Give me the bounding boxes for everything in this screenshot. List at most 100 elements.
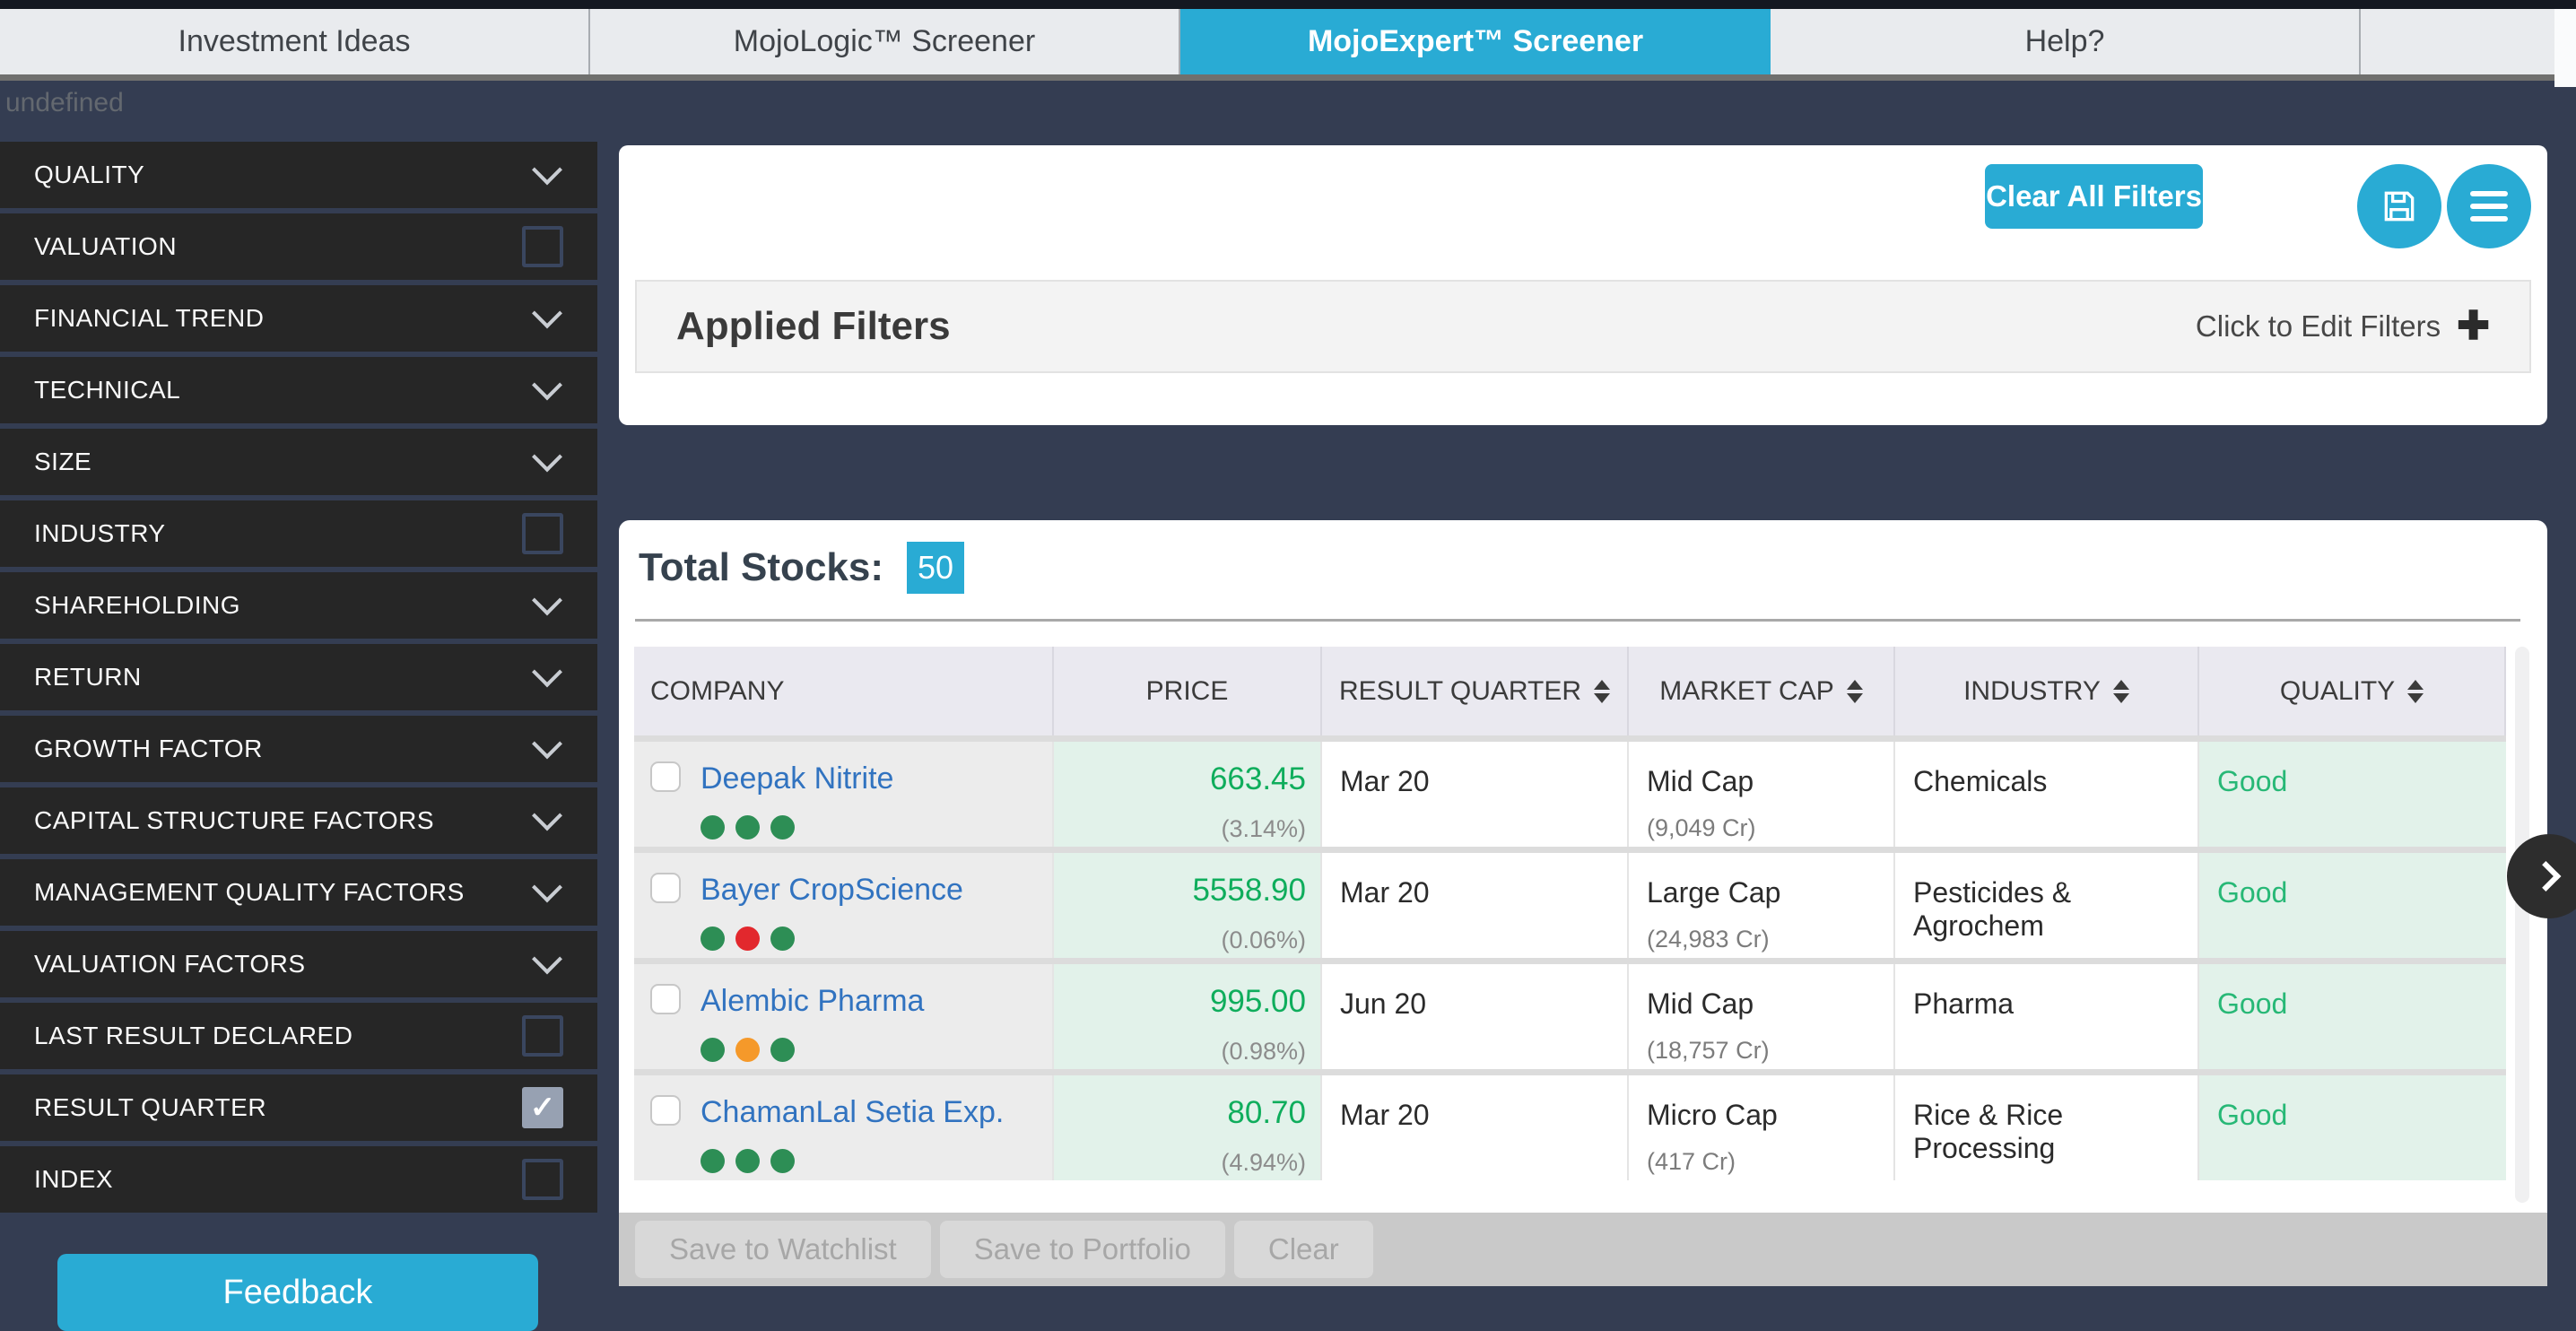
sidebar-item-quality[interactable]: QUALITY ✓: [0, 142, 597, 208]
sidebar-item-index[interactable]: INDEX ✓: [0, 1146, 597, 1213]
chevron-down-icon: [532, 370, 562, 400]
filter-checkbox[interactable]: ✓: [522, 1159, 563, 1200]
filter-checkbox[interactable]: ✓: [522, 1087, 563, 1128]
result-quarter-cell: Mar 20: [1322, 742, 1629, 847]
tab-mojoexpert-screener[interactable]: MojoExpert™ Screener: [1180, 9, 1771, 74]
filter-checkbox[interactable]: ✓: [522, 513, 563, 554]
price-change: (4.94%): [1054, 1149, 1306, 1177]
sort-icon: [1594, 680, 1610, 703]
quality-dots: [701, 1038, 795, 1062]
green-dot: [701, 815, 725, 839]
column-header-market-cap[interactable]: MARKET CAP: [1629, 647, 1895, 735]
row-select-checkbox[interactable]: [650, 1095, 681, 1126]
company-link[interactable]: Deepak Nitrite: [701, 761, 893, 796]
floppy-disk-icon: [2380, 187, 2419, 226]
tab-investment-ideas[interactable]: Investment Ideas: [0, 9, 590, 74]
table-header-row: COMPANY PRICE RESULT QUARTER MARKET CAP …: [634, 647, 2506, 735]
tab-help[interactable]: Help?: [1771, 9, 2361, 74]
table-body: Deepak Nitrite 663.45 (3.14%) Mar 20 Mid…: [634, 735, 2506, 1180]
price-value: 995.00: [1054, 984, 1306, 1020]
result-quarter-cell: Mar 20: [1322, 853, 1629, 958]
sidebar-item-result-quarter[interactable]: RESULT QUARTER ✓: [0, 1074, 597, 1141]
edit-filters-link[interactable]: Click to Edit Filters ✚: [2196, 307, 2490, 346]
green-dot: [701, 1149, 725, 1173]
row-select-checkbox[interactable]: [650, 873, 681, 903]
sidebar-item-label: LAST RESULT DECLARED: [34, 1022, 352, 1050]
market-cap-category: Micro Cap: [1647, 1099, 1893, 1132]
company-link[interactable]: Alembic Pharma: [701, 984, 924, 1019]
menu-button[interactable]: [2447, 164, 2531, 248]
market-cap-category: Mid Cap: [1647, 765, 1893, 798]
nav-right-strip: [2554, 9, 2576, 87]
checkmark-icon: ✓: [530, 1091, 556, 1125]
sidebar-item-label: MANAGEMENT QUALITY FACTORS: [34, 878, 465, 907]
save-screen-button[interactable]: [2357, 164, 2441, 248]
clear-all-filters-button[interactable]: Clear All Filters: [1985, 164, 2203, 229]
chevron-down-icon: [532, 944, 562, 974]
nav-filler: [2361, 9, 2576, 74]
green-dot: [701, 1038, 725, 1062]
price-cell: 663.45 (3.14%): [1054, 742, 1322, 847]
stocks-table: COMPANY PRICE RESULT QUARTER MARKET CAP …: [634, 647, 2506, 1180]
sidebar-item-financial-trend[interactable]: FINANCIAL TREND ✓: [0, 285, 597, 352]
row-select-checkbox[interactable]: [650, 984, 681, 1014]
action-button-save-to-portfolio[interactable]: Save to Portfolio: [940, 1221, 1225, 1278]
total-stocks-count-badge: 50: [907, 542, 964, 594]
sidebar-item-valuation[interactable]: VALUATION ✓: [0, 213, 597, 280]
column-header-price[interactable]: PRICE: [1054, 647, 1322, 735]
action-button-label: Clear: [1268, 1232, 1339, 1266]
filter-checkbox[interactable]: ✓: [522, 226, 563, 267]
filter-checkbox[interactable]: ✓: [522, 1015, 563, 1057]
column-header-label: MARKET CAP: [1659, 676, 1834, 707]
quality-dots: [701, 926, 795, 951]
quality-cell: Good: [2199, 742, 2506, 847]
column-header-company[interactable]: COMPANY: [634, 647, 1054, 735]
market-cap-value: (9,049 Cr): [1647, 814, 1893, 842]
sidebar-item-label: SIZE: [34, 448, 91, 476]
sidebar-item-label: GROWTH FACTOR: [34, 735, 263, 763]
sort-icon: [2113, 680, 2129, 703]
sidebar-item-management-quality-factors[interactable]: MANAGEMENT QUALITY FACTORS ✓: [0, 859, 597, 926]
green-dot: [770, 926, 795, 951]
sidebar-item-size[interactable]: SIZE ✓: [0, 429, 597, 495]
quality-cell: Good: [2199, 853, 2506, 958]
action-button-clear[interactable]: Clear: [1234, 1221, 1373, 1278]
company-link[interactable]: ChamanLal Setia Exp.: [701, 1095, 1004, 1130]
green-dot: [735, 1149, 760, 1173]
market-cap-cell: Mid Cap (18,757 Cr): [1629, 964, 1895, 1069]
chevron-down-icon: [532, 872, 562, 902]
quality-dots: [701, 1149, 795, 1173]
sidebar-item-capital-structure-factors[interactable]: CAPITAL STRUCTURE FACTORS ✓: [0, 787, 597, 854]
price-value: 5558.90: [1054, 873, 1306, 909]
sidebar-item-label: CAPITAL STRUCTURE FACTORS: [34, 806, 434, 835]
sidebar-item-valuation-factors[interactable]: VALUATION FACTORS ✓: [0, 931, 597, 997]
sort-icon: [2407, 680, 2424, 703]
sidebar-item-technical[interactable]: TECHNICAL ✓: [0, 357, 597, 423]
sidebar-item-last-result-declared[interactable]: LAST RESULT DECLARED ✓: [0, 1003, 597, 1069]
action-button-save-to-watchlist[interactable]: Save to Watchlist: [635, 1221, 931, 1278]
tab-mojologic-screener[interactable]: MojoLogic™ Screener: [590, 9, 1180, 74]
price-cell: 995.00 (0.98%): [1054, 964, 1322, 1069]
column-header-quality[interactable]: QUALITY: [2199, 647, 2506, 735]
orange-dot: [735, 1038, 760, 1062]
table-scrollbar[interactable]: [2515, 647, 2529, 1203]
section-divider: [635, 619, 2520, 622]
sidebar-item-growth-factor[interactable]: GROWTH FACTOR ✓: [0, 716, 597, 782]
column-header-result-quarter[interactable]: RESULT QUARTER: [1322, 647, 1629, 735]
result-quarter-cell: Mar 20: [1322, 1075, 1629, 1180]
sidebar-item-label: RESULT QUARTER: [34, 1093, 266, 1122]
company-cell: ChamanLal Setia Exp.: [634, 1075, 1054, 1180]
row-select-checkbox[interactable]: [650, 761, 681, 792]
edit-filters-label: Click to Edit Filters: [2196, 309, 2441, 344]
sidebar-item-return[interactable]: RETURN ✓: [0, 644, 597, 710]
feedback-button[interactable]: Feedback: [57, 1254, 538, 1331]
company-link[interactable]: Bayer CropScience: [701, 873, 963, 908]
price-change: (0.98%): [1054, 1038, 1306, 1066]
sidebar-item-shareholding[interactable]: SHAREHOLDING ✓: [0, 572, 597, 639]
table-row-chamanlal-setia-exp: ChamanLal Setia Exp. 80.70 (4.94%) Mar 2…: [634, 1069, 2506, 1180]
sidebar-item-industry[interactable]: INDUSTRY ✓: [0, 500, 597, 567]
sort-icon: [1847, 680, 1863, 703]
market-cap-value: (24,983 Cr): [1647, 926, 1893, 953]
column-header-industry[interactable]: INDUSTRY: [1895, 647, 2199, 735]
column-header-label: PRICE: [1146, 676, 1229, 707]
